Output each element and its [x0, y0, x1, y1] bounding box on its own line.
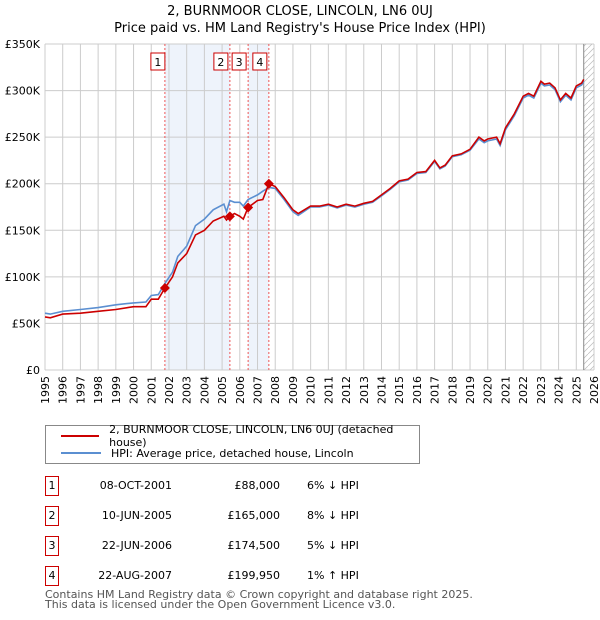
x-tick-label: 2007 — [252, 376, 265, 404]
sale-period-shade — [248, 44, 269, 370]
sale-marker-number: 1 — [154, 56, 161, 69]
price-chart: 1995 1996 1997 1998 1999 2000 2001 2002 2003 2004… — [5, 38, 600, 404]
sale-number-badge: 1 — [45, 476, 59, 496]
legend-swatch-blue — [61, 452, 101, 454]
x-tick-label: 2005 — [216, 376, 229, 404]
sale-marker-box — [231, 52, 247, 71]
sale-date: 22-JUN-2006 — [101, 539, 172, 552]
sale-point — [263, 178, 274, 189]
y-tick-label: £300K — [5, 85, 41, 98]
sale-price: £165,000 — [227, 509, 281, 522]
hpi-line — [44, 80, 585, 315]
x-tick-label: 1998 — [92, 376, 105, 404]
sale-point — [224, 211, 235, 222]
sale-point — [159, 283, 170, 294]
x-tick-label: 2014 — [375, 376, 388, 404]
y-tick-label: £350K — [5, 38, 41, 51]
sale-marker-number: 2 — [217, 56, 224, 69]
x-tick-label: 2003 — [181, 376, 194, 404]
sale-hpi-diff: 5% ↓ HPI — [307, 539, 359, 552]
x-tick-label: 1996 — [57, 376, 70, 404]
x-tick-label: 2010 — [305, 376, 318, 404]
x-tick-label: 2001 — [145, 376, 158, 404]
x-tick-label: 1995 — [39, 376, 52, 404]
chart-subtitle: Price paid vs. HM Land Registry's House … — [114, 21, 486, 36]
sale-marker-number: 4 — [256, 56, 263, 69]
sale-row: 1 08-OCT-2001 £88,000 6% ↓ HPI — [45, 476, 445, 496]
y-tick-label: £100K — [5, 271, 41, 284]
sale-hpi-diff: 1% ↑ HPI — [307, 569, 359, 582]
sale-number-badge: 3 — [45, 536, 59, 556]
y-tick-label: £150K — [5, 224, 41, 237]
y-tick-label: £250K — [5, 131, 41, 144]
sale-row: 3 22-JUN-2006 £174,500 5% ↓ HPI — [45, 536, 445, 556]
sale-point — [243, 202, 254, 213]
forecast-hatch — [583, 44, 594, 370]
sale-row: 4 22-AUG-2007 £199,950 1% ↑ HPI — [45, 566, 445, 586]
footer-licence: This data is licensed under the Open Gov… — [45, 598, 396, 611]
x-tick-label: 2015 — [393, 376, 406, 404]
sale-date: 10-JUN-2005 — [101, 509, 172, 522]
x-tick-label: 2020 — [482, 376, 495, 404]
x-tick-label: 2025 — [570, 376, 583, 404]
sale-marker-box — [213, 52, 229, 71]
property-price-line — [44, 79, 585, 319]
x-tick-label: 2021 — [499, 376, 512, 404]
legend-label: HPI: Average price, detached house, Linc… — [111, 446, 354, 460]
x-tick-label: 2009 — [287, 376, 300, 404]
legend-item-hpi: HPI: Average price, detached house, Linc… — [61, 445, 354, 461]
x-tick-label: 2008 — [269, 376, 282, 404]
x-tick-label: 2000 — [128, 376, 141, 404]
sale-price: £88,000 — [234, 479, 281, 492]
x-tick-label: 2026 — [588, 376, 600, 404]
footer-copyright: Contains HM Land Registry data © Crown c… — [45, 588, 473, 601]
x-tick-label: 2018 — [446, 376, 459, 404]
x-tick-label: 2006 — [234, 376, 247, 404]
x-tick-label: 2016 — [411, 376, 424, 404]
sale-row: 2 10-JUN-2005 £165,000 8% ↓ HPI — [45, 506, 445, 526]
sale-marker-number: 3 — [236, 56, 243, 69]
legend-label: 2, BURNMOOR CLOSE, LINCOLN, LN6 0UJ (det… — [109, 423, 394, 449]
x-tick-label: 2024 — [553, 376, 566, 404]
legend: 2, BURNMOOR CLOSE, LINCOLN, LN6 0UJ (det… — [45, 423, 420, 464]
sale-number-badge: 4 — [45, 566, 59, 586]
sale-price: £174,500 — [227, 539, 281, 552]
y-tick-label: £0 — [26, 364, 40, 377]
x-tick-label: 2022 — [517, 376, 530, 404]
x-tick-label: 2002 — [163, 376, 176, 404]
sale-price: £199,950 — [227, 569, 281, 582]
sale-number-badge: 2 — [45, 506, 59, 526]
sale-date: 08-OCT-2001 — [99, 479, 172, 492]
sale-hpi-diff: 8% ↓ HPI — [307, 509, 359, 522]
sale-marker-box — [150, 52, 166, 71]
x-tick-label: 2013 — [358, 376, 371, 404]
sale-hpi-diff: 6% ↓ HPI — [307, 479, 359, 492]
legend-swatch-red — [61, 435, 100, 437]
chart-title: 2, BURNMOOR CLOSE, LINCOLN, LN6 0UJ — [167, 4, 433, 19]
legend-item-property: 2, BURNMOOR CLOSE, LINCOLN, LN6 0UJ (det… — [61, 423, 419, 449]
x-tick-label: 2017 — [429, 376, 442, 404]
x-tick-label: 2004 — [198, 376, 211, 404]
y-tick-label: £50K — [12, 317, 41, 330]
x-tick-label: 2011 — [322, 376, 335, 404]
x-tick-label: 1999 — [110, 376, 123, 404]
y-tick-label: £200K — [5, 178, 41, 191]
x-tick-label: 1997 — [74, 376, 87, 404]
sale-date: 22-AUG-2007 — [98, 569, 172, 582]
x-tick-label: 2012 — [340, 376, 353, 404]
x-tick-label: 2019 — [464, 376, 477, 404]
x-tick-label: 2023 — [535, 376, 548, 404]
sale-marker-box — [252, 52, 268, 71]
